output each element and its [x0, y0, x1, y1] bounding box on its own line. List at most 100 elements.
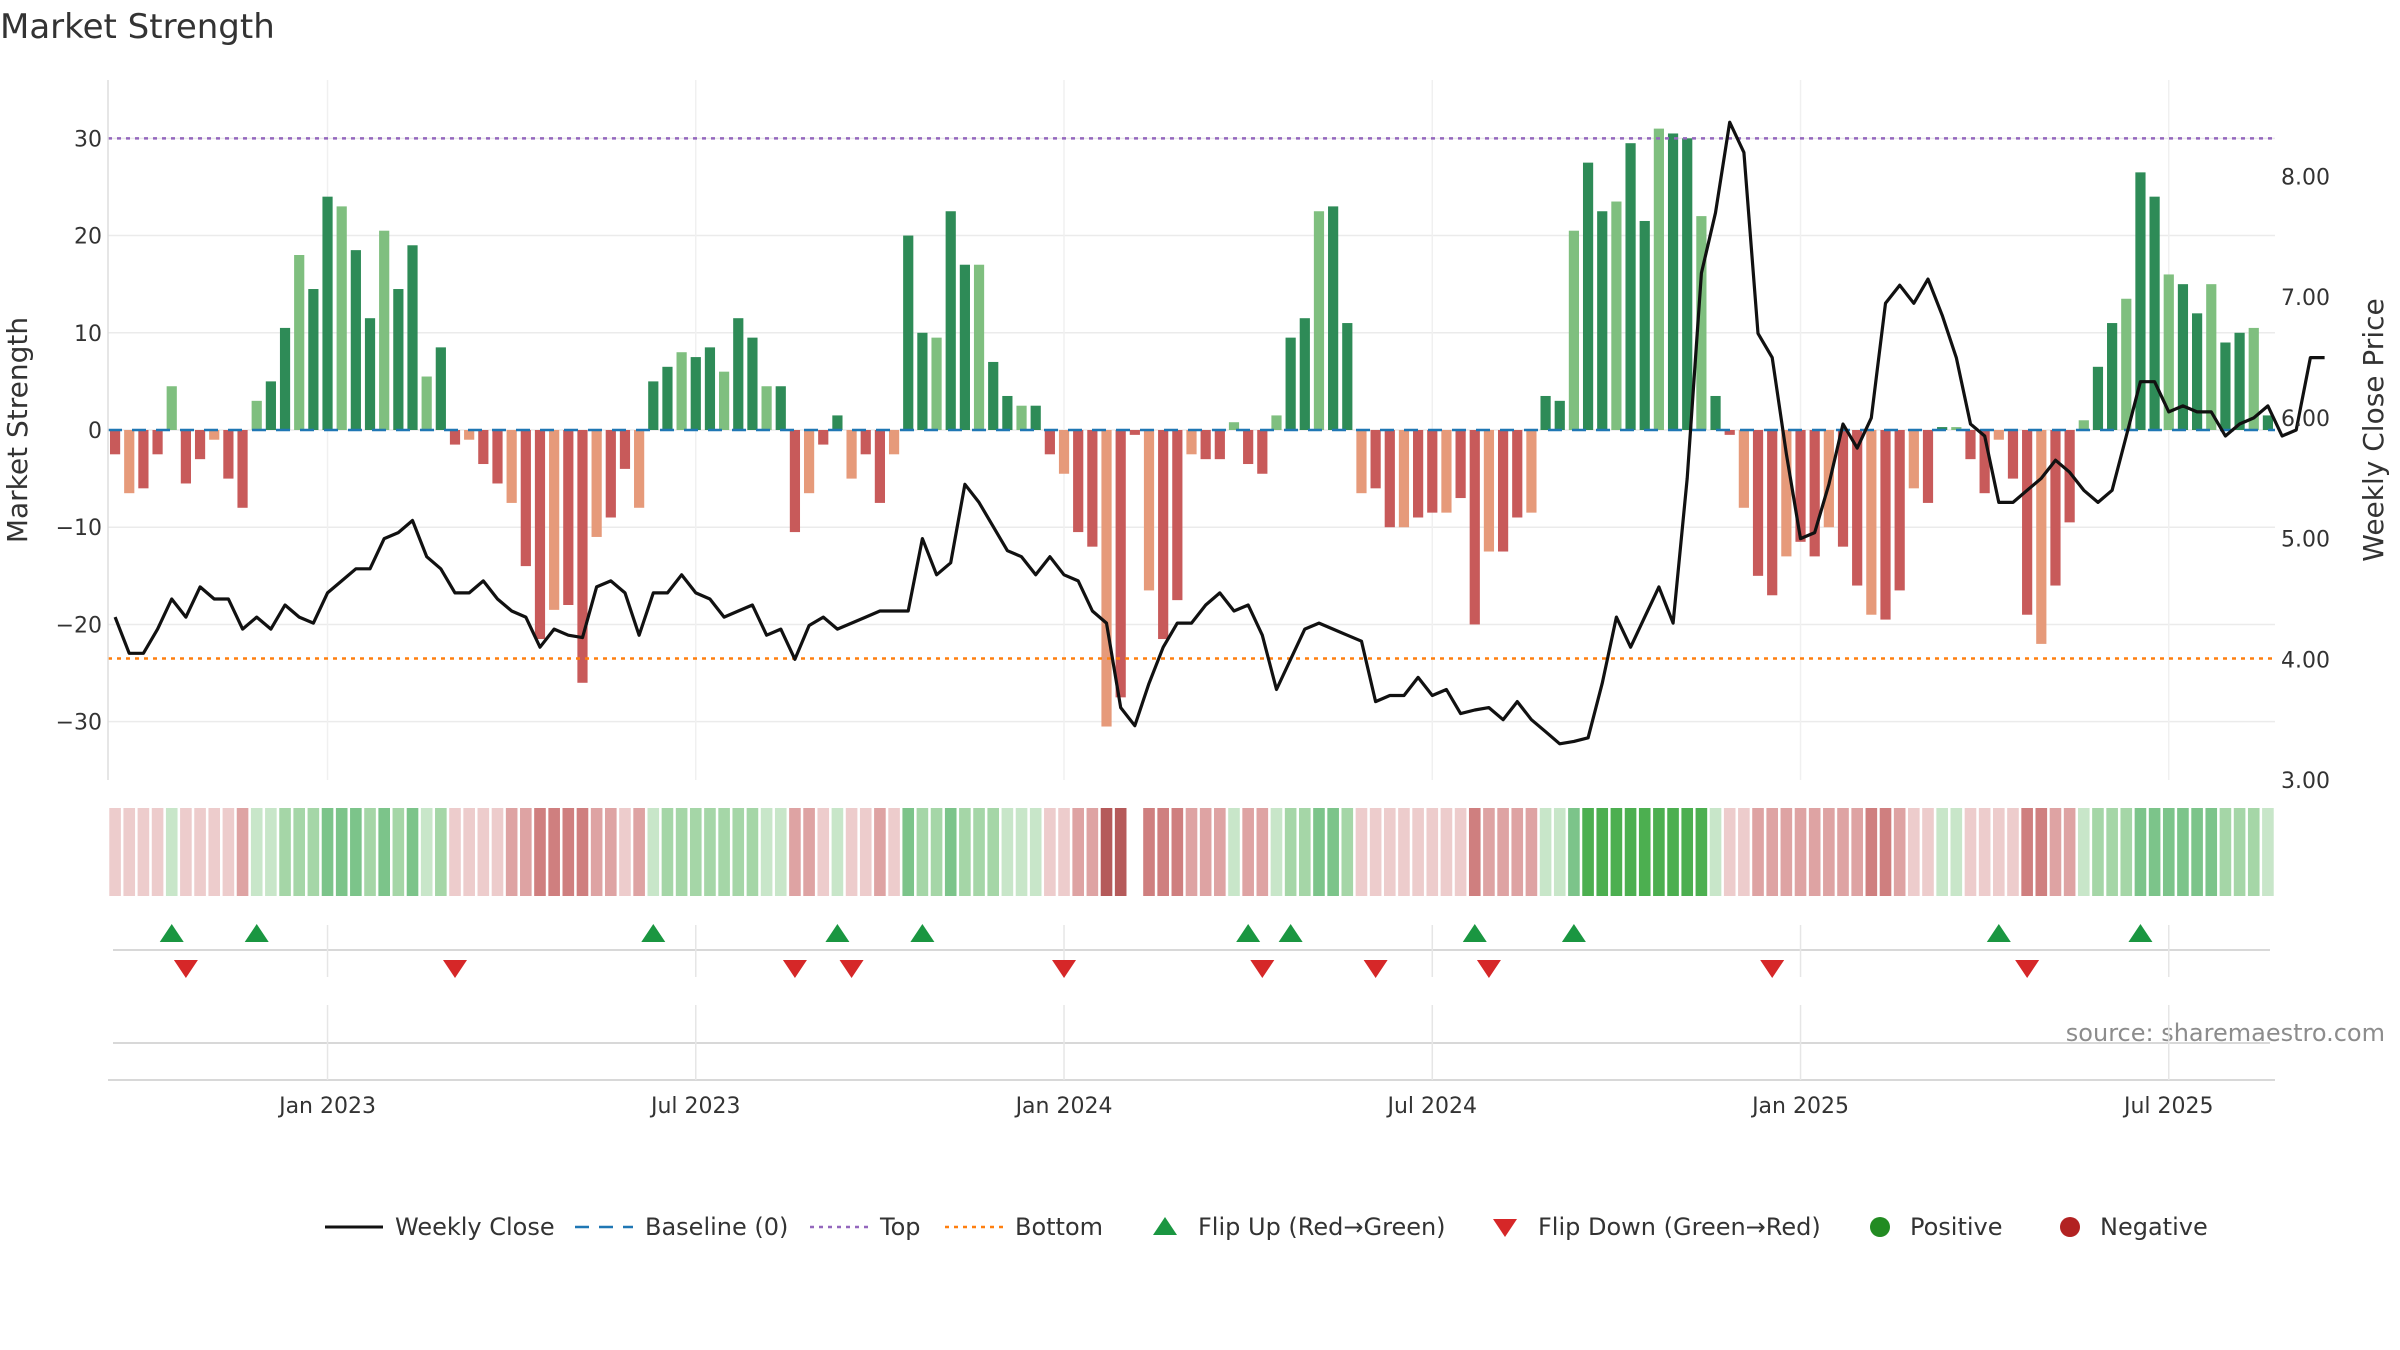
heat-cell-positive [378, 808, 390, 896]
flip-up-marker [1986, 924, 2011, 942]
negative-bar [1143, 430, 1155, 591]
negative-bar [534, 430, 546, 640]
flip-down-marker [1476, 960, 1501, 978]
negative-bar [1979, 430, 1990, 494]
heat-cell-negative [520, 808, 532, 896]
heat-cell-negative [194, 808, 206, 896]
heat-cell-negative [1780, 808, 1793, 896]
negative-bar [2022, 430, 2033, 615]
heat-cell-negative [1369, 808, 1382, 896]
negative-bar [1370, 430, 1381, 489]
heat-cell-negative [1100, 808, 1113, 896]
positive-bar [1540, 395, 1551, 430]
positive-bar [421, 376, 432, 430]
legend-item: Baseline (0) [575, 1213, 788, 1241]
legend-item: Bottom [945, 1213, 1103, 1241]
negative-bar [109, 430, 121, 455]
positive-bar [945, 211, 956, 430]
negative-bar [464, 430, 475, 440]
heat-cell-negative [1199, 808, 1212, 896]
heat-cell-negative [2021, 808, 2033, 896]
flip-down-marker [173, 960, 198, 978]
heat-cell-positive [704, 808, 716, 896]
legend: Weekly Close Baseline (0) Top Bottom Flip Up… [325, 1213, 2208, 1241]
heat-cell-negative [789, 808, 801, 896]
heat-cell-negative [1823, 808, 1835, 896]
heat-cell-negative [1483, 808, 1495, 896]
heat-cell-negative [2063, 808, 2076, 896]
legend-swatch-flip-down [1493, 1219, 1517, 1237]
negative-bar [520, 430, 531, 567]
flip-up-marker [825, 924, 850, 942]
positive-bar [1625, 143, 1636, 430]
positive-bar [2248, 327, 2259, 430]
heat-cell-positive [307, 808, 320, 896]
heat-cell-positive [760, 808, 773, 896]
heat-cell-positive [1029, 808, 1042, 896]
positive-bar [379, 230, 390, 430]
legend-item: Negative [2060, 1213, 2208, 1241]
positive-bar [775, 386, 786, 430]
negative-bar [1809, 430, 1820, 557]
positive-bar [1937, 427, 1948, 430]
heat-cell-negative [817, 808, 830, 896]
heat-cell-positive [661, 808, 674, 896]
positive-bar [1682, 138, 1693, 431]
negative-bar [1497, 430, 1509, 552]
heat-cell-negative [1256, 808, 1269, 896]
negative-bar [1384, 430, 1395, 528]
heat-cell-negative [1851, 808, 1863, 896]
positive-bar [1653, 128, 1664, 430]
negative-bar [591, 430, 602, 537]
heat-cell-positive [718, 808, 730, 896]
negative-bar [2007, 430, 2019, 479]
negative-bar [1837, 430, 1849, 547]
negative-bar [619, 430, 631, 469]
negative-bar [2064, 430, 2075, 523]
negative-bar [1752, 430, 1764, 576]
positive-bar [903, 235, 914, 430]
negative-bar [138, 430, 149, 489]
y2-tick-label: 3.00 [2281, 769, 2330, 794]
positive-bar [2163, 274, 2174, 430]
heat-cell-negative [604, 808, 617, 896]
positive-bar [1710, 395, 1721, 430]
legend-label: Flip Down (Green→Red) [1538, 1213, 1821, 1241]
positive-bar [931, 337, 942, 430]
negative-bar [1158, 430, 1169, 640]
heat-cell-negative [1752, 808, 1764, 896]
heat-cell-positive [1313, 808, 1325, 896]
negative-bar [223, 430, 234, 479]
heat-cell-positive [2191, 808, 2203, 896]
heat-cell-negative [1412, 808, 1424, 896]
heat-cell-negative [803, 808, 815, 896]
negative-bar [1455, 430, 1466, 499]
heat-cell-negative [576, 808, 589, 896]
y-axis: 30 20 10 0 −10 −20 −30 8.00 7.00 6.00 5.00 4.00 3.00 [56, 80, 2330, 794]
negative-bar [1738, 430, 1749, 508]
heat-cell-positive [2262, 808, 2274, 896]
negative-bar [1243, 430, 1254, 465]
heat-cell-positive [406, 808, 419, 896]
heat-cell-positive [732, 808, 745, 896]
negative-bar [1965, 430, 1976, 460]
heat-cell-negative [137, 808, 150, 896]
positive-bar [1228, 422, 1240, 430]
heat-cell-negative [236, 808, 249, 896]
positive-bar [2078, 420, 2089, 430]
negative-bar [152, 430, 163, 455]
positive-bar [719, 371, 730, 430]
heat-cell-negative [548, 808, 560, 896]
heat-cell-positive [1553, 808, 1566, 896]
x-tick-label: Jan 2024 [1014, 1094, 1113, 1119]
positive-bar [1611, 201, 1622, 430]
positive-bar [251, 400, 262, 430]
negative-bar [1427, 430, 1438, 513]
positive-bar [1313, 211, 1325, 430]
negative-bar [1058, 430, 1070, 474]
positive-bar [2206, 284, 2217, 430]
positive-bar [1030, 405, 1041, 430]
heat-cell-negative [1454, 808, 1467, 896]
